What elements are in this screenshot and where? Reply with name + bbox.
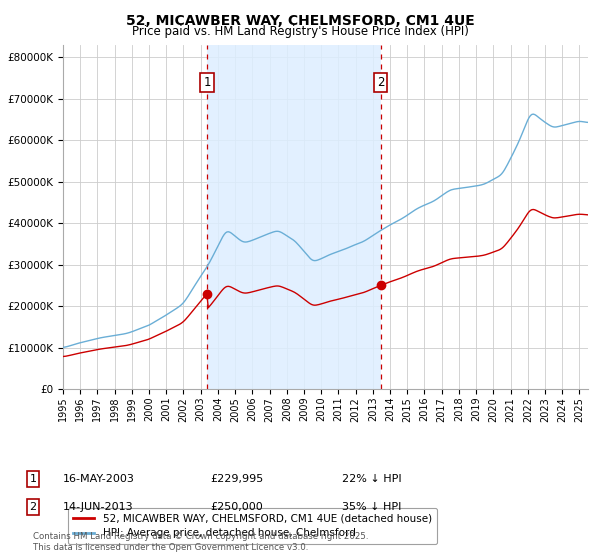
Text: 35% ↓ HPI: 35% ↓ HPI bbox=[342, 502, 401, 512]
Bar bbox=[207, 45, 380, 389]
Text: £250,000: £250,000 bbox=[210, 502, 263, 512]
Text: Price paid vs. HM Land Registry's House Price Index (HPI): Price paid vs. HM Land Registry's House … bbox=[131, 25, 469, 38]
Text: Contains HM Land Registry data © Crown copyright and database right 2025.
This d: Contains HM Land Registry data © Crown c… bbox=[33, 533, 368, 552]
Text: 2: 2 bbox=[377, 76, 385, 88]
Text: 1: 1 bbox=[203, 76, 211, 88]
Text: 52, MICAWBER WAY, CHELMSFORD, CM1 4UE: 52, MICAWBER WAY, CHELMSFORD, CM1 4UE bbox=[125, 14, 475, 28]
Text: 1: 1 bbox=[29, 474, 37, 484]
Text: 16-MAY-2003: 16-MAY-2003 bbox=[63, 474, 135, 484]
Text: £229,995: £229,995 bbox=[210, 474, 263, 484]
Text: 14-JUN-2013: 14-JUN-2013 bbox=[63, 502, 134, 512]
Text: 2: 2 bbox=[29, 502, 37, 512]
Legend: 52, MICAWBER WAY, CHELMSFORD, CM1 4UE (detached house), HPI: Average price, deta: 52, MICAWBER WAY, CHELMSFORD, CM1 4UE (d… bbox=[68, 508, 437, 544]
Text: 22% ↓ HPI: 22% ↓ HPI bbox=[342, 474, 401, 484]
